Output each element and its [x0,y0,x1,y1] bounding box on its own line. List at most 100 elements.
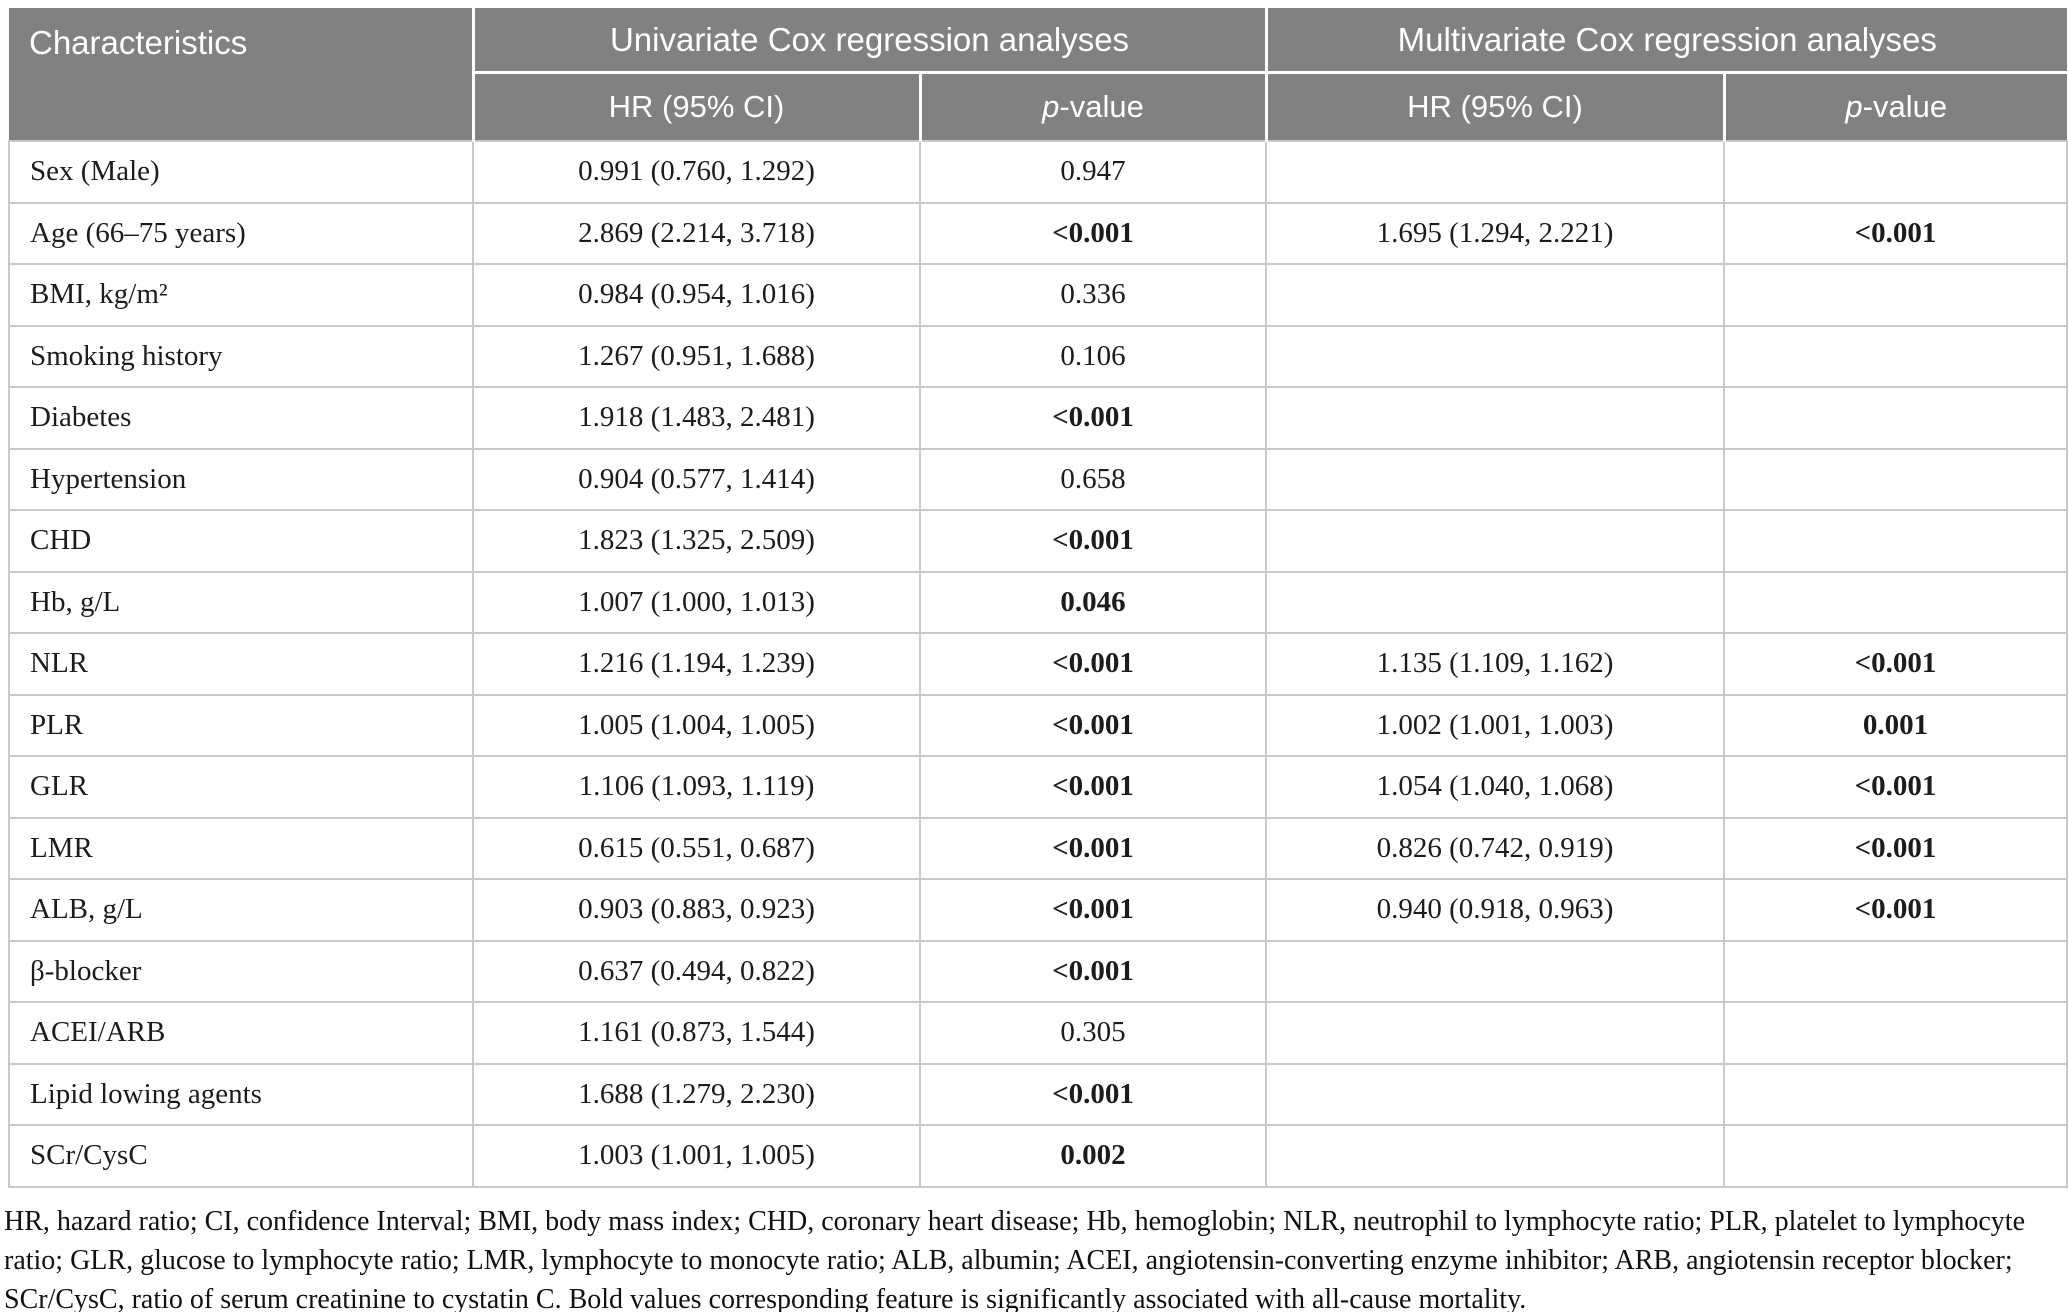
multi-hr-cell [1265,324,1726,388]
multi-p-cell: <0.001 [1723,632,2068,696]
table-row: Diabetes 1.918 (1.483, 2.481) <0.001 [8,386,2068,450]
characteristic-cell: BMI, kg/m² [8,263,474,327]
uni-p-cell: 0.106 [918,324,1268,388]
uni-p-cell: <0.001 [918,755,1268,819]
uni-hr-cell: 0.904 (0.577, 1.414) [472,447,921,511]
uni-p-cell: 0.336 [918,263,1268,327]
table-row: Age (66–75 years) 2.869 (2.214, 3.718) <… [8,201,2068,265]
characteristic-cell: Diabetes [8,386,474,450]
uni-hr-cell: 1.267 (0.951, 1.688) [472,324,921,388]
table-footnote: HR, hazard ratio; CI, confidence Interva… [4,1205,2025,1312]
uni-hr-cell: 1.007 (1.000, 1.013) [472,570,921,634]
multi-p-cell [1723,263,2068,327]
multi-p-cell [1723,1001,2068,1065]
table-row: BMI, kg/m² 0.984 (0.954, 1.016) 0.336 [8,263,2068,327]
table-row: NLR 1.216 (1.194, 1.239) <0.001 1.135 (1… [8,632,2068,696]
header-multivariate-group: Multivariate Cox regression analyses [1266,8,2068,74]
multi-hr-cell [1265,1001,1726,1065]
multi-hr-cell [1265,570,1726,634]
characteristic-cell: NLR [8,632,474,696]
characteristic-cell: Age (66–75 years) [8,201,474,265]
header-multivariate-pvalue: p-value [1724,72,2068,141]
uni-p-cell: 0.305 [918,1001,1268,1065]
multi-p-cell: 0.001 [1723,693,2068,757]
characteristic-cell: CHD [8,509,474,573]
multi-p-cell [1723,1124,2068,1188]
table-row: ALB, g/L 0.903 (0.883, 0.923) <0.001 0.9… [8,878,2068,942]
uni-p-cell: <0.001 [918,878,1268,942]
header-univariate-hr: HR (95% CI) [473,72,922,141]
multi-hr-cell [1265,263,1726,327]
uni-hr-cell: 0.991 (0.760, 1.292) [472,140,921,204]
p-italic: p [1845,89,1863,124]
multi-hr-cell [1265,1062,1726,1126]
multi-p-cell [1723,570,2068,634]
table-header: Characteristics Univariate Cox regressio… [9,8,2068,141]
uni-p-cell: <0.001 [918,939,1268,1003]
table-row: PLR 1.005 (1.004, 1.005) <0.001 1.002 (1… [8,693,2068,757]
multi-hr-cell [1265,386,1726,450]
characteristic-cell: Hb, g/L [8,570,474,634]
table-row: Hypertension 0.904 (0.577, 1.414) 0.658 [8,447,2068,511]
uni-hr-cell: 0.637 (0.494, 0.822) [472,939,921,1003]
table-row: ACEI/ARB 1.161 (0.873, 1.544) 0.305 [8,1001,2068,1065]
multi-hr-cell [1265,140,1726,204]
characteristic-cell: GLR [8,755,474,819]
multi-p-cell: <0.001 [1723,816,2068,880]
uni-hr-cell: 1.216 (1.194, 1.239) [472,632,921,696]
characteristic-cell: Smoking history [8,324,474,388]
uni-hr-cell: 0.615 (0.551, 0.687) [472,816,921,880]
table-row: β-blocker 0.637 (0.494, 0.822) <0.001 [8,939,2068,1003]
table-body: Sex (Male) 0.991 (0.760, 1.292) 0.947 Ag… [8,140,2068,1188]
multi-hr-cell: 1.135 (1.109, 1.162) [1265,632,1726,696]
characteristic-cell: SCr/CysC [8,1124,474,1188]
multi-hr-cell [1265,1124,1726,1188]
table-row: SCr/CysC 1.003 (1.001, 1.005) 0.002 [8,1124,2068,1188]
cox-regression-table-container: Characteristics Univariate Cox regressio… [8,8,2068,1188]
multi-p-cell: <0.001 [1723,878,2068,942]
uni-p-cell: <0.001 [918,632,1268,696]
uni-p-cell: 0.002 [918,1124,1268,1188]
uni-p-cell: 0.947 [918,140,1268,204]
characteristic-cell: LMR [8,816,474,880]
multi-p-cell [1723,140,2068,204]
uni-hr-cell: 0.984 (0.954, 1.016) [472,263,921,327]
multi-hr-cell [1265,509,1726,573]
multi-hr-cell: 0.826 (0.742, 0.919) [1265,816,1726,880]
multi-hr-cell: 1.002 (1.001, 1.003) [1265,693,1726,757]
uni-hr-cell: 1.005 (1.004, 1.005) [472,693,921,757]
uni-p-cell: <0.001 [918,1062,1268,1126]
p-rest: -value [1862,89,1948,124]
p-rest: -value [1059,89,1144,124]
multi-hr-cell [1265,447,1726,511]
multi-p-cell [1723,939,2068,1003]
multi-p-cell [1723,509,2068,573]
uni-hr-cell: 2.869 (2.214, 3.718) [472,201,921,265]
uni-p-cell: <0.001 [918,201,1268,265]
uni-hr-cell: 1.918 (1.483, 2.481) [472,386,921,450]
characteristic-cell: Hypertension [8,447,474,511]
uni-hr-cell: 1.161 (0.873, 1.544) [472,1001,921,1065]
multi-hr-cell: 0.940 (0.918, 0.963) [1265,878,1726,942]
table-row: Hb, g/L 1.007 (1.000, 1.013) 0.046 [8,570,2068,634]
multi-p-cell [1723,1062,2068,1126]
multi-hr-cell: 1.695 (1.294, 2.221) [1265,201,1726,265]
uni-p-cell: 0.658 [918,447,1268,511]
uni-p-cell: <0.001 [918,509,1268,573]
uni-p-cell: <0.001 [918,693,1268,757]
multi-hr-cell [1265,939,1726,1003]
characteristic-cell: PLR [8,693,474,757]
header-univariate-group: Univariate Cox regression analyses [473,8,1268,74]
uni-p-cell: 0.046 [918,570,1268,634]
multi-p-cell [1723,386,2068,450]
uni-hr-cell: 1.823 (1.325, 2.509) [472,509,921,573]
header-univariate-pvalue: p-value [920,72,1268,141]
uni-hr-cell: 0.903 (0.883, 0.923) [472,878,921,942]
uni-hr-cell: 1.106 (1.093, 1.119) [472,755,921,819]
characteristic-cell: ALB, g/L [8,878,474,942]
header-row-subcolumns: HR (95% CI) p-value HR (95% CI) p-value [9,72,2068,141]
table-row: GLR 1.106 (1.093, 1.119) <0.001 1.054 (1… [8,755,2068,819]
multi-hr-cell: 1.054 (1.040, 1.068) [1265,755,1726,819]
characteristic-cell: β-blocker [8,939,474,1003]
uni-p-cell: <0.001 [918,816,1268,880]
